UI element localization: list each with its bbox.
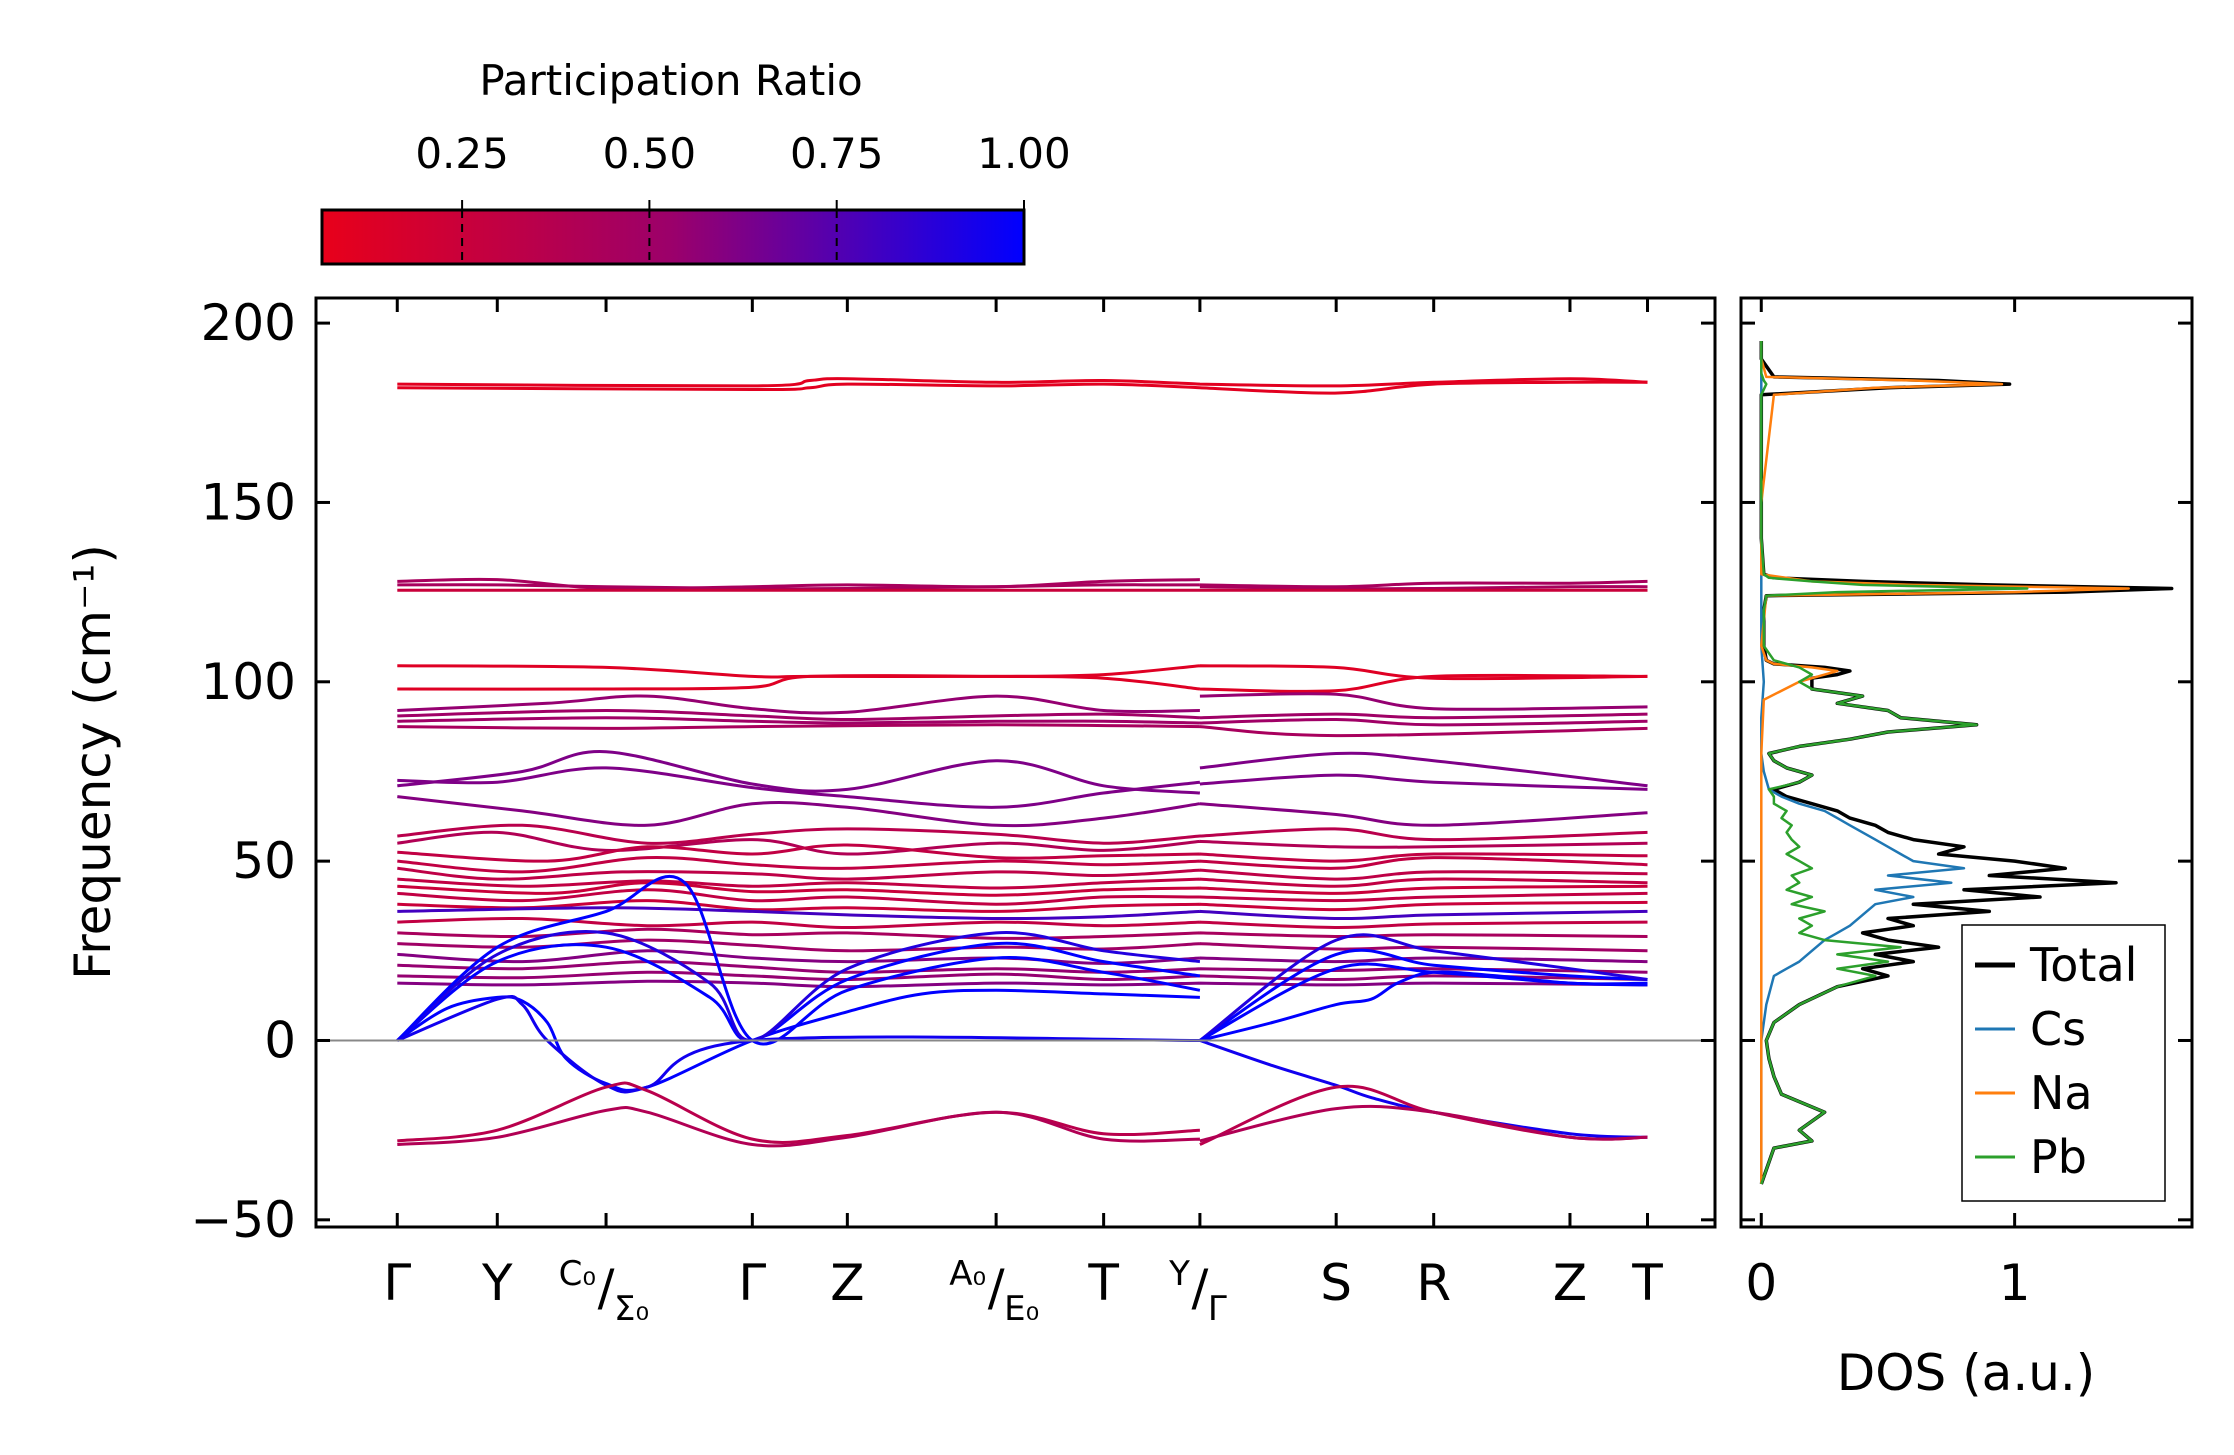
band-line-band-68	[397, 795, 1648, 828]
band-lines	[396, 377, 1648, 1148]
y-tick-label: 200	[201, 294, 296, 352]
band-line-band-48	[397, 866, 1648, 881]
k-point-label: Z	[830, 1254, 864, 1312]
dos-line-pb	[1760, 341, 2029, 1185]
legend-label-total: Total	[2029, 938, 2137, 992]
dos-x-tick-label: 1	[1999, 1254, 2031, 1312]
band-line-band-33	[397, 916, 1648, 930]
k-point-separator: /	[1191, 1259, 1208, 1317]
y-tick-label: 150	[201, 473, 296, 531]
k-point-label: S	[1320, 1254, 1352, 1312]
band-line-band-top-2	[397, 380, 1648, 395]
k-point-label: Z	[1553, 1254, 1587, 1312]
y-tick-label: 50	[232, 832, 296, 890]
band-line-band-93	[397, 692, 1648, 715]
band-line-band-45	[397, 877, 1648, 890]
legend-label-na: Na	[2030, 1066, 2093, 1120]
k-point-label-compound: C₀ / Σ₀	[559, 1254, 650, 1329]
band-line-band-58	[397, 823, 1648, 845]
colorbar-tick-label: 0.50	[603, 129, 697, 178]
band-line-band-127-1	[397, 577, 1648, 591]
k-point-label: T	[1087, 1254, 1119, 1312]
k-point-label-compound: A₀ / E₀	[949, 1254, 1039, 1329]
y-tick-label: 100	[201, 653, 296, 711]
band-line-band-24	[397, 949, 1648, 965]
k-point-label-left: Y	[1168, 1254, 1190, 1294]
y-tick-label: 0	[264, 1011, 296, 1069]
band-line-band-36	[397, 906, 1648, 921]
band-line-soft-2	[397, 1104, 1648, 1148]
k-point-label-left: A₀	[949, 1254, 986, 1294]
band-frame	[314, 296, 1717, 1229]
band-line-band-41	[397, 888, 1648, 906]
band-line-band-53	[397, 843, 1648, 863]
k-point-label-right: Γ	[1208, 1289, 1227, 1329]
dos-line-cs	[1760, 341, 1966, 1184]
band-line-band-43	[397, 881, 1648, 897]
k-point-label-right: E₀	[1004, 1289, 1039, 1329]
band-line-band-50	[397, 855, 1648, 874]
colorbar-title: Participation Ratio	[479, 56, 862, 105]
band-line-band-91	[397, 709, 1648, 721]
band-line-band-72	[397, 766, 1648, 809]
k-point-label-compound: Y / Γ	[1168, 1254, 1227, 1329]
band-line-band-21	[397, 960, 1648, 974]
band-line-band-127-2	[397, 583, 1648, 591]
k-point-label-left: C₀	[559, 1254, 596, 1294]
k-point-label: Y	[481, 1254, 513, 1312]
dos-line-na	[1760, 341, 2130, 1184]
k-point-label: Γ	[738, 1254, 766, 1312]
k-point-label: R	[1416, 1254, 1451, 1312]
band-line-band-30	[397, 927, 1648, 940]
colorbar-ticks: 0.25 0.50 0.75 1.00	[415, 129, 1071, 264]
dos-frame	[1739, 296, 2194, 1229]
band-line-band-98	[397, 673, 1648, 693]
colorbar-tick-label: 0.25	[415, 129, 509, 178]
dos-legend: Total Cs Na Pb	[1961, 924, 2166, 1202]
band-line-band-18	[397, 970, 1648, 982]
band-line-band-89	[397, 716, 1648, 727]
band-line-band-27	[397, 938, 1648, 953]
legend-label-cs: Cs	[2030, 1002, 2086, 1056]
colorbar-tick-label: 0.75	[790, 129, 884, 178]
y-axis-label: Frequency (cm⁻¹)	[64, 544, 122, 980]
band-line-band-80	[397, 750, 1648, 795]
colorbar-gradient	[320, 208, 1026, 266]
band-line-band-top-1	[397, 377, 1648, 388]
k-point-separator: /	[598, 1259, 615, 1317]
k-point-label: Γ	[383, 1254, 411, 1312]
legend-box	[1961, 924, 2166, 1202]
colorbar: Participation Ratio 0.25 0.50 0.75 1.00	[320, 56, 1071, 266]
dos-x-tick-label: 0	[1745, 1254, 1777, 1312]
y-tick-label: −50	[190, 1191, 296, 1249]
dos-x-axis-label: DOS (a.u.)	[1837, 1344, 2096, 1402]
band-line-band-87	[397, 723, 1648, 738]
band-line-band-55	[397, 830, 1648, 856]
k-point-label: T	[1631, 1254, 1663, 1312]
legend-label-pb: Pb	[2030, 1130, 2087, 1184]
k-point-label-right: Σ₀	[614, 1289, 649, 1329]
k-point-separator: /	[988, 1259, 1005, 1317]
colorbar-tick-label: 1.00	[977, 129, 1071, 178]
dos-lines	[1759, 341, 2174, 1185]
band-line-unstable-down	[396, 994, 1648, 1139]
